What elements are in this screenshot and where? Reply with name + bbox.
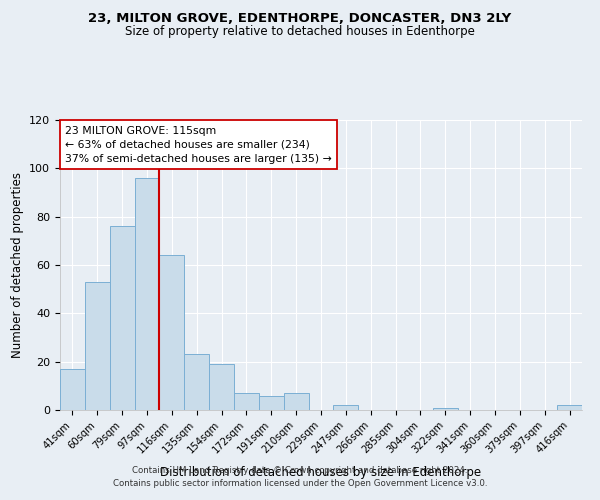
Bar: [557, 405, 582, 410]
X-axis label: Distribution of detached houses by size in Edenthorpe: Distribution of detached houses by size …: [160, 466, 482, 479]
Text: 23, MILTON GROVE, EDENTHORPE, DONCASTER, DN3 2LY: 23, MILTON GROVE, EDENTHORPE, DONCASTER,…: [88, 12, 512, 26]
Bar: [60, 369, 85, 410]
Bar: [85, 282, 110, 410]
Bar: [160, 256, 184, 410]
Bar: [259, 396, 284, 410]
Text: Contains HM Land Registry data © Crown copyright and database right 2024.
Contai: Contains HM Land Registry data © Crown c…: [113, 466, 487, 487]
Bar: [433, 408, 458, 410]
Text: 23 MILTON GROVE: 115sqm
← 63% of detached houses are smaller (234)
37% of semi-d: 23 MILTON GROVE: 115sqm ← 63% of detache…: [65, 126, 332, 164]
Bar: [209, 364, 234, 410]
Bar: [234, 393, 259, 410]
Bar: [110, 226, 134, 410]
Bar: [184, 354, 209, 410]
Text: Size of property relative to detached houses in Edenthorpe: Size of property relative to detached ho…: [125, 25, 475, 38]
Bar: [284, 393, 308, 410]
Y-axis label: Number of detached properties: Number of detached properties: [11, 172, 23, 358]
Bar: [134, 178, 160, 410]
Bar: [334, 405, 358, 410]
